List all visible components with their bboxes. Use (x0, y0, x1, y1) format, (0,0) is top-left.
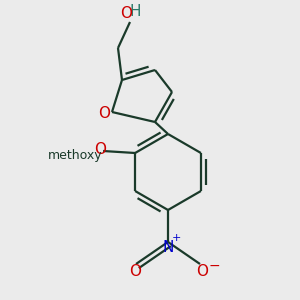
Text: methoxy: methoxy (48, 148, 102, 161)
Text: O: O (129, 265, 141, 280)
Text: N: N (162, 239, 174, 254)
Text: +: + (171, 233, 181, 243)
Text: O: O (120, 7, 132, 22)
Text: O: O (98, 106, 110, 122)
Text: −: − (208, 259, 220, 273)
Text: H: H (129, 4, 141, 20)
Text: O: O (94, 142, 106, 158)
Text: O: O (196, 265, 208, 280)
